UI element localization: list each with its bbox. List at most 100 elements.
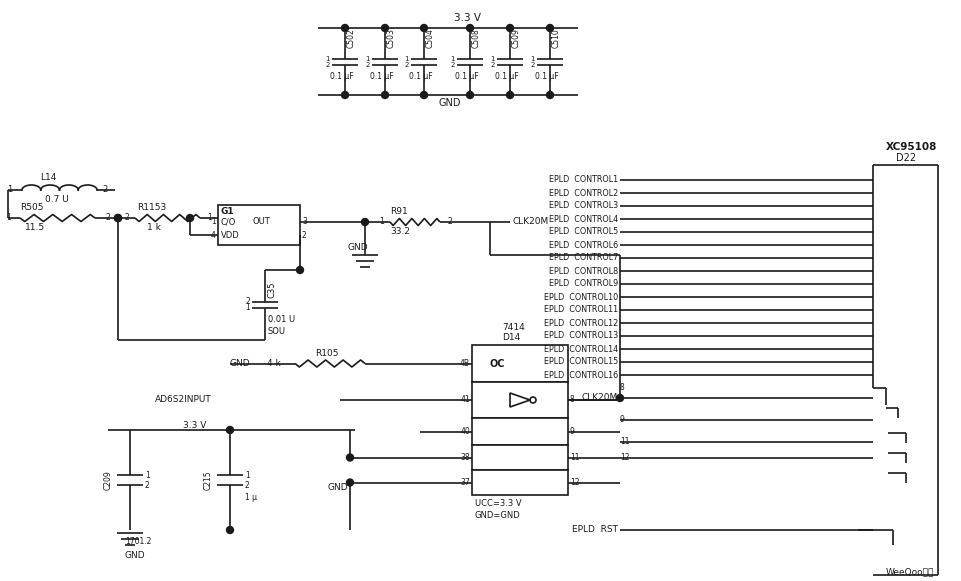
Text: 8: 8	[570, 396, 574, 404]
Text: C503: C503	[386, 28, 396, 48]
Text: EPLD  RST: EPLD RST	[572, 525, 617, 535]
Circle shape	[616, 394, 623, 401]
Text: C/O: C/O	[221, 217, 236, 227]
Circle shape	[382, 24, 388, 31]
Text: 1: 1	[404, 56, 408, 62]
Text: 2: 2	[325, 62, 330, 67]
Text: XC95108: XC95108	[885, 142, 936, 152]
Text: C502: C502	[347, 28, 356, 48]
Text: EPLD  CONTROL3: EPLD CONTROL3	[549, 202, 617, 210]
Text: 1: 1	[208, 213, 212, 223]
Text: CLK20M: CLK20M	[581, 393, 617, 403]
Text: 4B: 4B	[459, 359, 470, 368]
Text: 3.3 V: 3.3 V	[184, 421, 207, 429]
Text: 12: 12	[619, 454, 628, 462]
Text: 2: 2	[145, 480, 150, 490]
Text: 0.01 U: 0.01 U	[268, 315, 295, 325]
Text: 0.1 μF: 0.1 μF	[495, 72, 518, 81]
Text: C509: C509	[511, 28, 521, 48]
Circle shape	[226, 426, 234, 433]
Text: EPLD  CONTROL1: EPLD CONTROL1	[549, 175, 617, 185]
Text: EPLD  CONTROL6: EPLD CONTROL6	[549, 241, 617, 249]
Text: 1: 1	[145, 471, 150, 479]
Text: EPLD  CONTROL14: EPLD CONTROL14	[543, 345, 617, 353]
Bar	[472, 445, 567, 470]
Circle shape	[420, 91, 427, 99]
Circle shape	[506, 91, 513, 99]
Text: 1: 1	[211, 217, 216, 227]
Text: 11: 11	[570, 453, 579, 462]
Text: WeeQoo维库: WeeQoo维库	[885, 568, 933, 576]
Text: 2: 2	[125, 213, 129, 223]
Text: 1 k: 1 k	[147, 224, 160, 232]
Text: 2: 2	[245, 480, 250, 490]
Circle shape	[346, 479, 353, 486]
Text: 0.1 μF: 0.1 μF	[330, 72, 354, 81]
Text: OC: OC	[489, 359, 505, 369]
Circle shape	[361, 218, 368, 225]
Text: CLK20M: CLK20M	[512, 217, 549, 227]
Text: 0.1 μF: 0.1 μF	[455, 72, 479, 81]
Bar	[472, 418, 567, 445]
Circle shape	[186, 214, 193, 221]
Text: 2: 2	[106, 213, 111, 223]
Text: EPLD  CONTROL9: EPLD CONTROL9	[548, 279, 617, 289]
Text: R505: R505	[20, 203, 43, 213]
Circle shape	[114, 214, 121, 221]
Text: 1701.2: 1701.2	[125, 537, 151, 547]
Text: 9: 9	[619, 415, 625, 425]
Text: EPLD  CONTROL7: EPLD CONTROL7	[548, 253, 617, 263]
Text: GND: GND	[348, 243, 368, 253]
Bar	[472, 470, 567, 495]
Text: GND: GND	[125, 551, 145, 560]
Text: 2: 2	[365, 62, 370, 67]
Text: R91: R91	[389, 206, 407, 216]
Text: 1: 1	[490, 56, 495, 62]
Text: 11: 11	[619, 437, 628, 447]
Text: C209: C209	[104, 470, 112, 490]
Text: 11.5: 11.5	[25, 224, 45, 232]
Text: L14: L14	[40, 174, 57, 182]
Text: 0.1 μF: 0.1 μF	[370, 72, 393, 81]
Circle shape	[506, 24, 513, 31]
Text: 40: 40	[459, 427, 470, 436]
Text: EPLD  CONTROL11: EPLD CONTROL11	[543, 306, 617, 314]
Bar	[218, 205, 300, 245]
Circle shape	[114, 214, 121, 221]
Text: UCC=3.3 V: UCC=3.3 V	[475, 498, 521, 507]
Text: 4 k: 4 k	[267, 359, 281, 368]
Text: C510: C510	[552, 28, 560, 48]
Text: 1: 1	[7, 213, 12, 223]
Text: 37: 37	[459, 478, 470, 487]
Text: EPLD  CONTROL12: EPLD CONTROL12	[543, 318, 617, 328]
Text: R105: R105	[314, 349, 338, 358]
Text: GND=GND: GND=GND	[475, 511, 520, 519]
Circle shape	[346, 454, 353, 461]
Text: 2: 2	[450, 62, 455, 67]
Text: AD6S2INPUT: AD6S2INPUT	[155, 396, 211, 404]
Text: 3.3 V: 3.3 V	[454, 13, 481, 23]
Text: 9: 9	[570, 427, 575, 436]
Circle shape	[382, 91, 388, 99]
Text: OUT: OUT	[253, 217, 270, 227]
Circle shape	[546, 91, 553, 99]
Text: C504: C504	[426, 28, 434, 48]
Text: 2: 2	[530, 62, 534, 67]
Circle shape	[226, 526, 234, 533]
Text: 1: 1	[380, 217, 384, 227]
Text: 0.1 μF: 0.1 μF	[408, 72, 432, 81]
Text: C215: C215	[204, 470, 212, 490]
Text: GND: GND	[230, 359, 251, 368]
Text: EPLD  CONTROL5: EPLD CONTROL5	[548, 228, 617, 236]
Text: 12: 12	[570, 478, 579, 487]
Text: 2: 2	[245, 297, 250, 307]
Text: 1: 1	[245, 471, 250, 479]
Text: C508: C508	[472, 28, 480, 48]
Text: 8: 8	[619, 383, 624, 393]
Text: 2: 2	[405, 62, 408, 67]
Text: 1: 1	[450, 56, 455, 62]
Text: C35: C35	[268, 282, 277, 298]
Text: GND: GND	[438, 98, 460, 108]
Text: EPLD  CONTROL10: EPLD CONTROL10	[543, 292, 617, 302]
Text: 1: 1	[8, 185, 12, 195]
